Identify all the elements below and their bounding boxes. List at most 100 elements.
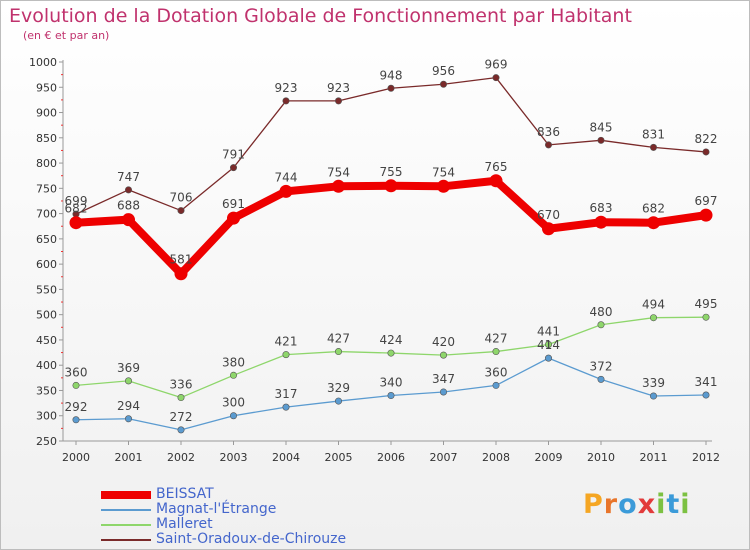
data-point [230, 371, 238, 379]
data-label: 360 [65, 365, 88, 379]
data-label: 682 [642, 202, 665, 216]
data-label: 688 [117, 199, 140, 213]
data-point [72, 416, 80, 424]
data-label: 699 [65, 194, 88, 208]
data-point [230, 412, 238, 420]
data-label: 347 [432, 372, 455, 386]
data-label: 969 [485, 58, 508, 72]
data-point [489, 174, 503, 188]
data-point [125, 377, 133, 385]
logo-letter: r [603, 489, 619, 520]
data-label: 372 [590, 359, 613, 373]
legend-swatch [101, 491, 151, 499]
logo-letter: P [583, 489, 604, 520]
data-point [332, 179, 345, 193]
y-tick-label: 900 [36, 107, 57, 120]
data-point [649, 392, 657, 400]
legend-label: BEISSAT [156, 486, 214, 502]
data-label: 706 [170, 191, 193, 205]
data-label: 427 [327, 332, 350, 346]
data-label: 272 [170, 410, 193, 424]
data-point [492, 381, 500, 389]
data-label: 480 [590, 305, 613, 319]
data-label: 691 [222, 197, 245, 211]
data-label: 414 [537, 338, 560, 352]
y-tick-label: 300 [36, 410, 57, 423]
chart-legend: BEISSAT Magnat-l'Étrange Malleret Saint-Ora… [101, 486, 361, 547]
data-point [439, 388, 447, 396]
data-point [649, 314, 657, 322]
data-label: 683 [590, 201, 613, 215]
x-tick-label: 2010 [587, 451, 615, 464]
data-point [279, 184, 293, 198]
data-point [439, 80, 447, 88]
data-point [125, 415, 133, 423]
data-point [177, 394, 185, 402]
data-point [544, 141, 552, 149]
x-tick-label: 2012 [692, 451, 720, 464]
y-tick-label: 500 [36, 309, 57, 322]
data-label: 747 [117, 170, 140, 184]
x-tick-label: 2008 [482, 451, 510, 464]
logo-letter: x [637, 489, 657, 520]
data-point [702, 391, 710, 399]
data-label: 294 [117, 399, 140, 413]
legend-label: Saint-Oradoux-de-Chirouze [156, 531, 347, 547]
legend-swatch [101, 539, 151, 541]
logo-letter: i [680, 489, 691, 520]
legend-item: Malleret [101, 516, 361, 532]
data-label: 682 [65, 202, 88, 216]
data-point [227, 211, 240, 225]
data-label: 340 [380, 376, 403, 390]
data-point [387, 84, 395, 92]
data-label: 369 [117, 361, 140, 375]
data-label: 494 [642, 298, 665, 312]
data-point [597, 321, 605, 329]
data-point [702, 313, 710, 321]
data-label: 581 [170, 253, 193, 267]
data-label: 380 [222, 355, 245, 369]
x-tick-label: 2001 [115, 451, 143, 464]
y-tick-label: 650 [36, 233, 57, 246]
y-tick-label: 700 [36, 208, 57, 221]
data-label: 341 [695, 375, 718, 389]
data-label: 923 [275, 81, 298, 95]
y-tick-label: 1000 [29, 56, 57, 69]
legend-swatch [101, 509, 151, 511]
data-label: 754 [327, 165, 350, 179]
data-label: 317 [275, 387, 298, 401]
data-point [597, 136, 605, 144]
data-point [702, 148, 710, 156]
data-label: 765 [485, 160, 508, 174]
data-point [334, 97, 342, 105]
x-tick-label: 2005 [325, 451, 353, 464]
data-label: 697 [695, 194, 718, 208]
data-label: 744 [275, 170, 298, 184]
x-tick-label: 2007 [430, 451, 458, 464]
x-tick-label: 2002 [167, 451, 195, 464]
data-point [177, 207, 185, 215]
data-point [437, 179, 450, 193]
data-label: 329 [327, 381, 350, 395]
y-tick-label: 350 [36, 384, 57, 397]
proxiti-logo: Proxiti [583, 489, 691, 520]
x-tick-label: 2004 [272, 451, 300, 464]
data-label: 427 [485, 332, 508, 346]
y-tick-label: 550 [36, 283, 57, 296]
data-point [542, 222, 555, 236]
data-point [334, 348, 342, 356]
data-label: 755 [380, 165, 403, 179]
y-tick-label: 750 [36, 182, 57, 195]
data-point [387, 392, 395, 400]
data-label: 845 [590, 120, 613, 134]
data-label: 300 [222, 396, 245, 410]
data-point [649, 143, 657, 151]
y-tick-label: 600 [36, 258, 57, 271]
data-label: 336 [170, 378, 193, 392]
data-label: 836 [537, 125, 560, 139]
data-label: 754 [432, 165, 455, 179]
data-label: 495 [695, 297, 718, 311]
legend-label: Magnat-l'Étrange [156, 501, 277, 517]
